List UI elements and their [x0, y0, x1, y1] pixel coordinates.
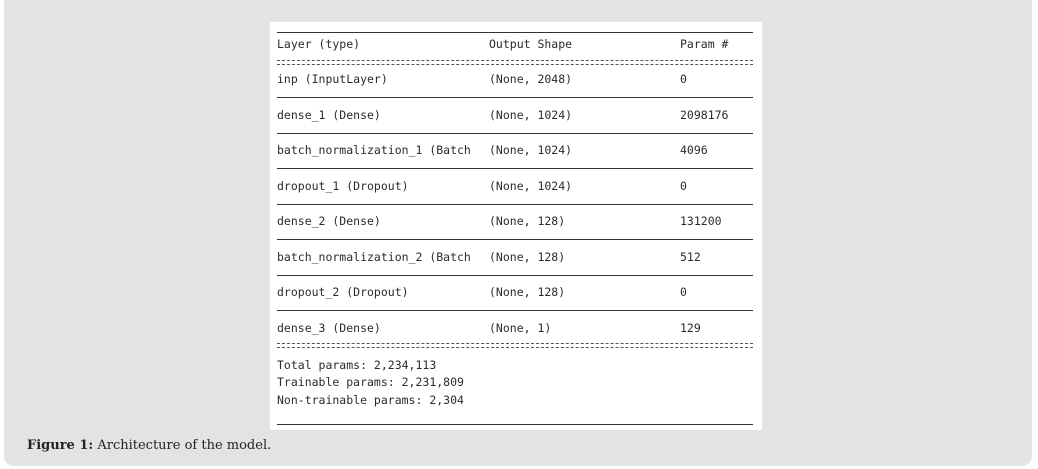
row-layer: inp (InputLayer) [277, 72, 388, 86]
row-layer: dense_1 (Dense) [277, 107, 381, 122]
total-params: Total params: 2,234,113 [277, 358, 437, 372]
row-layer: batch_normalization_1 (Batch [277, 143, 471, 157]
caption-text: Architecture of the model. [93, 438, 272, 453]
row-layer: dense_2 (Dense) [277, 214, 381, 228]
row-shape: (None, 1) [489, 320, 552, 335]
row-shape: (None, 128) [489, 214, 566, 228]
caption-label: Figure 1: [27, 438, 94, 453]
row-params: 0 [680, 178, 687, 193]
trainable-params: Trainable params: 2,231,809 [277, 375, 464, 389]
row-separator [277, 97, 753, 98]
header-layer: Layer (type) [277, 37, 361, 51]
row-params: 129 [680, 320, 701, 335]
top-rule [277, 32, 753, 33]
row-params: 2098176 [680, 107, 729, 122]
figure-caption: Figure 1: Architecture of the model. [27, 438, 271, 453]
row-shape: (None, 1024) [489, 143, 573, 157]
row-separator [277, 168, 753, 169]
row-params: 131200 [680, 214, 722, 228]
row-shape: (None, 1024) [489, 178, 573, 193]
row-layer: dropout_2 (Dropout) [277, 285, 409, 299]
row-separator [277, 132, 753, 134]
row-params: 4096 [680, 143, 708, 157]
row-shape: (None, 128) [489, 285, 566, 299]
model-summary-figure: Layer (type) Output Shape Param # inp (I… [270, 22, 762, 430]
row-layer: batch_normalization_2 (Batch [277, 249, 471, 264]
row-shape: (None, 2048) [489, 72, 573, 86]
row-params: 0 [680, 72, 687, 86]
row-separator [277, 203, 753, 205]
bottom-rule [277, 424, 753, 425]
row-layer: dense_3 (Dense) [277, 320, 381, 335]
row-separator [277, 239, 753, 240]
header-params: Param # [680, 37, 729, 51]
row-params: 0 [680, 285, 687, 299]
row-separator [277, 274, 753, 276]
non-trainable-params: Non-trainable params: 2,304 [277, 393, 464, 407]
header-output-shape: Output Shape [489, 37, 573, 51]
row-separator [277, 310, 753, 311]
row-shape: (None, 1024) [489, 107, 573, 122]
row-params: 512 [680, 249, 701, 264]
footer-double-rule [277, 343, 753, 348]
row-shape: (None, 128) [489, 249, 566, 264]
row-layer: dropout_1 (Dropout) [277, 178, 409, 193]
header-double-rule [277, 60, 753, 65]
